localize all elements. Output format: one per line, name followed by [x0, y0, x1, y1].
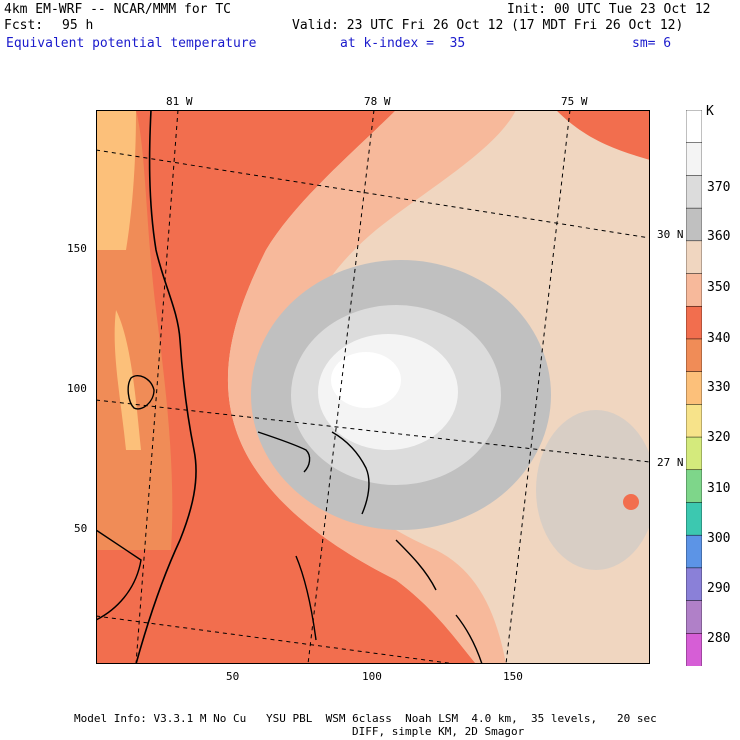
legend-label-290: 290	[707, 581, 731, 596]
legend-swatch	[686, 534, 702, 569]
theta-e-map	[96, 110, 650, 664]
shade-hotspot	[623, 494, 639, 510]
shade-330-335	[96, 110, 136, 250]
legend-swatch	[686, 600, 702, 635]
legend-swatch	[686, 273, 702, 307]
legend-swatch	[686, 175, 702, 209]
left-tick-100: 100	[67, 382, 87, 395]
shade-345-350	[227, 110, 516, 664]
florida-coastline	[135, 110, 197, 664]
forecast-label: Fcst:	[4, 18, 44, 33]
eleuthera	[395, 539, 437, 591]
legend-swatch	[686, 404, 702, 438]
legend-swatch	[686, 305, 702, 340]
init-time: Init: 00 UTC Tue 23 Oct 12	[507, 2, 711, 17]
shade-340-345	[96, 110, 476, 664]
k-index: at k-index = 35	[340, 36, 466, 51]
shade-inland-330	[114, 310, 141, 450]
legend-swatch	[686, 110, 702, 144]
shade-370-plus	[331, 352, 401, 408]
model-info-line2: DIFF, simple KM, 2D Smagor	[352, 725, 525, 738]
legend-label-310: 310	[707, 481, 731, 496]
legend-swatch	[686, 502, 702, 536]
exuma	[455, 614, 483, 664]
field-name: Equivalent potential temperature	[6, 36, 257, 51]
legend-label-340: 340	[707, 331, 731, 346]
map-frame	[96, 110, 650, 664]
legend-label-280: 280	[707, 631, 731, 646]
legend-swatch	[686, 338, 702, 373]
andros	[295, 555, 317, 641]
legend-label-350: 350	[707, 280, 731, 295]
legend-label-360: 360	[707, 229, 731, 244]
bottom-tick-150: 150	[503, 670, 523, 683]
model-info: Model Info: V3.3.1 M No Cu YSU PBL WSM 6…	[74, 712, 657, 725]
lat-label-30n: 30 N	[657, 228, 684, 241]
abaco	[331, 431, 370, 515]
lat-label-27n: 27 N	[657, 456, 684, 469]
forecast-hours: 95 h	[62, 18, 94, 33]
lon-label-75w: 75 W	[561, 95, 588, 108]
bottom-tick-100: 100	[362, 670, 382, 683]
lat-lon-grid	[96, 110, 650, 664]
legend-colorbar	[686, 110, 702, 666]
legend-unit: K	[706, 104, 714, 119]
valid-time: Valid: 23 UTC Fri 26 Oct 12 (17 MDT Fri …	[292, 18, 684, 33]
shade-east-patch	[536, 410, 650, 570]
legend-label-370: 370	[707, 180, 731, 195]
florida-west-coast	[96, 529, 142, 621]
legend-swatch	[686, 567, 702, 602]
lon-label-81w: 81 W	[166, 95, 193, 108]
legend-label-300: 300	[707, 531, 731, 546]
legend-swatch	[686, 436, 702, 471]
shade-ne-340	[556, 110, 650, 160]
legend-swatch	[686, 371, 702, 406]
legend-label-330: 330	[707, 380, 731, 395]
lake-okeechobee	[127, 374, 155, 410]
model-title: 4km EM-WRF -- NCAR/MMM for TC	[4, 2, 231, 17]
lon-label-78w: 78 W	[364, 95, 391, 108]
legend-swatch	[686, 207, 702, 242]
smoothing: sm= 6	[632, 36, 672, 51]
legend-swatch	[686, 240, 702, 275]
legend-label-320: 320	[707, 430, 731, 445]
left-tick-50: 50	[74, 522, 88, 535]
legend-swatch	[686, 633, 702, 666]
grand-bahama	[257, 431, 311, 473]
left-tick-150: 150	[67, 242, 87, 255]
bottom-tick-50: 50	[226, 670, 240, 683]
legend-swatch	[686, 469, 702, 504]
legend-swatch	[686, 142, 702, 177]
